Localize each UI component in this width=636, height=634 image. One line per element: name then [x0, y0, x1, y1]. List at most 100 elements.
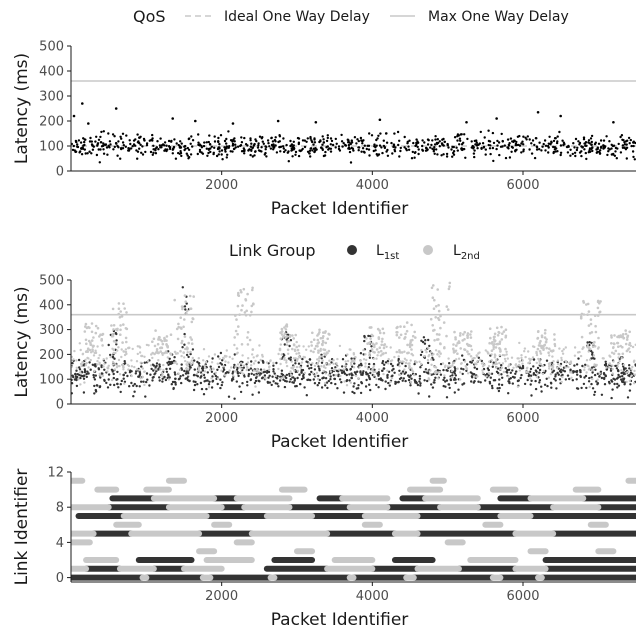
panel-2-point — [588, 376, 591, 380]
panel-2-cluster-point — [323, 348, 327, 352]
panel-2-point — [94, 390, 98, 393]
panel-2-point — [169, 362, 173, 365]
panel-1-point — [113, 145, 117, 149]
panel-2-point — [117, 386, 120, 389]
panel-1-point — [438, 140, 441, 143]
panel-2-point — [322, 370, 325, 373]
panel-1-point — [511, 146, 514, 149]
panel-1-point — [213, 146, 216, 149]
panel-2-point — [343, 380, 346, 383]
panel-2-point — [365, 373, 368, 376]
panel-2-cluster-point — [90, 322, 94, 325]
panel-3-x-tick-label: 6000 — [506, 589, 539, 604]
panel-2-point — [275, 361, 278, 365]
panel-2-point — [315, 371, 319, 375]
panel-1-point — [436, 153, 439, 156]
panel-2-point — [529, 374, 533, 377]
panel-2-point — [272, 361, 275, 365]
panel-1-point — [198, 144, 201, 147]
panel-1-outlier-point — [495, 117, 498, 120]
panel-1-outlier-point — [194, 119, 197, 123]
panel-2-cluster-point — [190, 342, 194, 346]
panel-2-cluster-point — [316, 342, 320, 345]
panel-2-point — [372, 357, 375, 360]
panel-1-point — [614, 150, 617, 153]
panel-2-point — [345, 379, 349, 382]
panel-2-point — [631, 372, 634, 375]
panel-2-point — [436, 369, 439, 372]
panel-1-point — [538, 148, 541, 151]
panel-1-point — [120, 147, 123, 151]
panel-2-cluster-point — [502, 330, 506, 333]
panel-2-point — [277, 367, 280, 371]
panel-1-point — [121, 141, 125, 144]
panel-2-point — [369, 371, 372, 375]
panel-2-point — [222, 365, 225, 368]
panel-1-point — [210, 145, 213, 148]
panel-2-point — [314, 374, 317, 377]
panel-2-cluster-point — [87, 339, 91, 343]
panel-1-point — [612, 144, 616, 147]
panel-2-point — [330, 367, 334, 370]
panel-2-point — [611, 364, 614, 367]
panel-2-point — [558, 370, 562, 373]
panel-2-cluster-point — [288, 334, 292, 337]
panel-2-point — [425, 369, 429, 372]
panel-1-point — [249, 137, 252, 140]
panel-2-point — [409, 384, 412, 387]
panel-1-point — [632, 144, 635, 148]
panel-2-cluster-point — [448, 281, 452, 285]
panel-2-point — [430, 358, 433, 361]
panel-2-point — [109, 383, 112, 386]
panel-2-point — [389, 346, 392, 349]
panel-2-cluster-point — [498, 342, 502, 346]
panel-1-point — [462, 141, 465, 144]
panel-2-cluster-point — [383, 343, 387, 346]
panel-1-point — [102, 142, 105, 145]
panel-1-point — [554, 150, 557, 153]
panel-2-point — [548, 354, 551, 357]
panel-1-point — [174, 157, 178, 160]
panel-2-x-axis-title: Packet Identifier — [271, 432, 409, 452]
panel-2-point — [444, 364, 447, 367]
panel-1-point — [393, 132, 396, 135]
panel-2-point — [497, 389, 501, 393]
panel-1-point — [593, 142, 597, 146]
panel-1-point — [351, 147, 355, 150]
panel-2-point — [345, 368, 349, 372]
panel-1-point — [497, 141, 501, 144]
panel-2-cluster-point — [123, 307, 126, 310]
legend-link-group-title: Link Group — [229, 241, 316, 260]
panel-1-point — [483, 136, 486, 139]
panel-2-point — [481, 371, 485, 375]
panel-1-point — [217, 153, 220, 156]
panel-2-point — [317, 365, 320, 368]
panel-2-point — [207, 383, 211, 386]
panel-2-cluster-point — [582, 346, 585, 349]
panel-1-point — [458, 143, 461, 146]
panel-2-point — [472, 373, 475, 376]
panel-1-point — [253, 154, 256, 157]
panel-2-point — [520, 373, 523, 377]
panel-1-point — [297, 141, 301, 144]
panel-1-point — [607, 150, 610, 153]
panel-2-point — [211, 379, 215, 382]
panel-2-point — [550, 386, 553, 389]
panel-2-cluster-point — [89, 343, 92, 347]
panel-2-point — [523, 382, 527, 386]
panel-2-cluster-point — [395, 326, 399, 330]
panel-1-point — [206, 154, 209, 157]
panel-2-point — [476, 375, 479, 378]
panel-2-point — [604, 360, 607, 363]
panel-2-cluster-point — [371, 342, 375, 346]
panel-2-cluster-point — [326, 337, 330, 341]
panel-2-cluster-point — [322, 331, 325, 334]
panel-2-cluster-point — [580, 312, 584, 316]
panel-1-point — [423, 141, 426, 144]
panel-2-point — [111, 363, 115, 366]
panel-2-point — [265, 361, 269, 364]
panel-2-point — [601, 357, 604, 360]
panel-1-point — [100, 141, 103, 144]
panel-2-point — [445, 379, 449, 382]
panel-2-point — [369, 388, 372, 392]
